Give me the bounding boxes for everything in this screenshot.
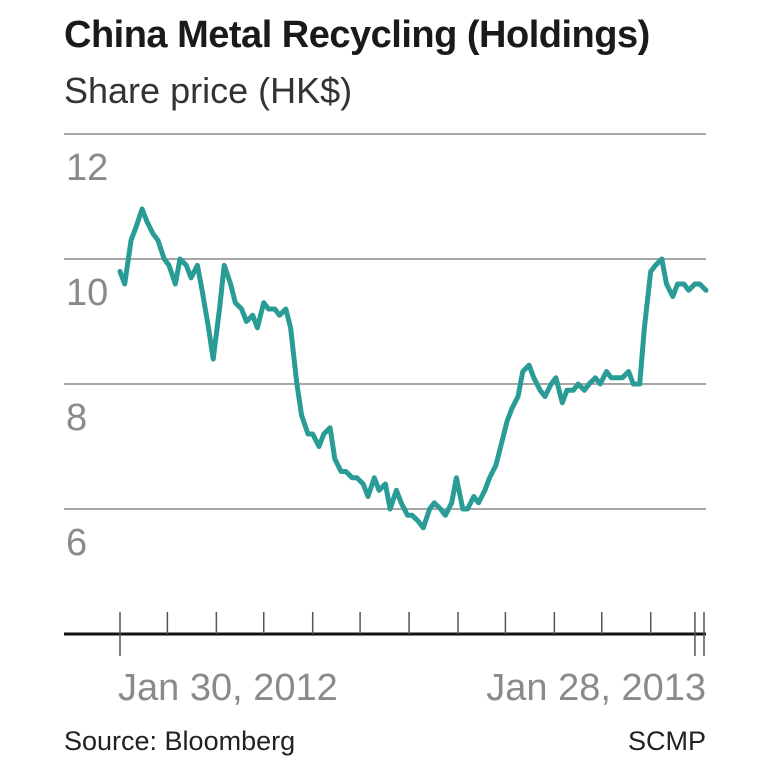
publisher-credit: SCMP [627,726,706,756]
x-tick-label-1: Jan 28, 2013 [486,667,706,709]
chart-subtitle: Share price (HK$) [64,70,353,111]
x-tick-label-0: Jan 30, 2012 [118,667,338,709]
y-tick-label-6: 6 [66,522,87,564]
source-note: Source: Bloomberg [64,726,296,756]
y-tick-label-8: 8 [66,397,87,439]
chart-title: China Metal Recycling (Holdings) [64,14,650,56]
price-series-line [117,206,709,531]
y-tick-label-12: 12 [66,147,108,189]
y-tick-label-10: 10 [66,272,108,314]
